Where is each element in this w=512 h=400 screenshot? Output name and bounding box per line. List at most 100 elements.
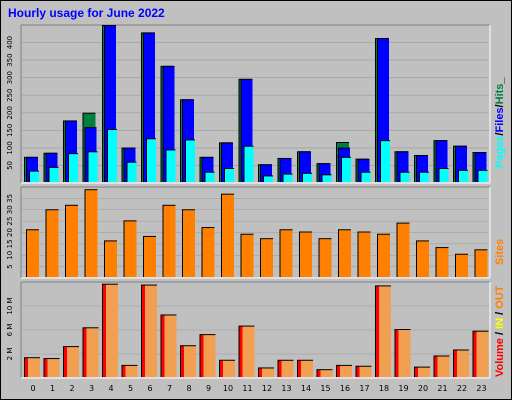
sites-panel-y-tick-label: 15 (6, 239, 14, 248)
sites-bar (222, 194, 234, 277)
hits-panel-y-tick-label: 300 (6, 71, 14, 84)
files-bar (417, 156, 428, 182)
volume-bar-edge (376, 286, 379, 377)
sites-bar (261, 239, 273, 277)
volume-bar (145, 285, 157, 377)
pages-bar (342, 157, 351, 182)
sites-bar (105, 241, 117, 277)
x-tick-label: 12 (262, 384, 272, 393)
sites-bar (319, 239, 332, 277)
volume-bar (184, 346, 196, 377)
x-tick-label: 20 (418, 384, 428, 393)
volume-bar (398, 330, 411, 377)
x-tick-label: 8 (186, 384, 191, 393)
volume-bar (125, 365, 138, 377)
volume-bar-edge (473, 331, 477, 377)
x-tick-label: 21 (437, 384, 447, 393)
volume-panel-legend-part: / (494, 329, 506, 338)
sites-bar (475, 250, 488, 277)
volume-bar-edge (200, 335, 204, 377)
volume-bar-edge (278, 360, 282, 377)
volume-bar (203, 335, 216, 377)
hits-panel-y-tick-label: 400 (6, 36, 14, 49)
sites-bar (378, 234, 390, 277)
volume-bar-edge (181, 346, 184, 377)
pages-bar (264, 176, 273, 182)
sites-bar (85, 190, 98, 277)
sites-bar (46, 210, 59, 277)
pages-bar (381, 141, 390, 182)
x-tick-label: 2 (69, 384, 74, 393)
pages-bar (88, 152, 98, 182)
pages-bar (30, 171, 39, 182)
volume-bar-edge (122, 365, 126, 377)
volume-panel-legend-part: IN (494, 318, 506, 329)
pages-bar (459, 170, 468, 182)
files-bar (222, 143, 233, 182)
volume-bar-edge (317, 370, 321, 377)
volume-bar (359, 366, 372, 377)
volume-bar (106, 284, 118, 377)
files-bar (456, 146, 467, 182)
volume-bar-edge (161, 315, 165, 377)
top-panel-legend: Pages/Files/Hits_ (494, 77, 506, 168)
pages-bar (439, 169, 449, 182)
pages-bar (127, 162, 137, 182)
sites-bar (241, 234, 254, 277)
volume-panel-y-tick-label: 2 M (6, 348, 14, 361)
pages-bar (322, 175, 332, 182)
top-panel-legend-part: Files (494, 107, 506, 132)
x-tick-label: 19 (398, 384, 408, 393)
volume-bar-edge (83, 328, 87, 377)
volume-bar-edge (220, 360, 223, 377)
volume-bar (301, 360, 313, 377)
volume-bar (418, 367, 430, 377)
pages-bar (303, 173, 312, 182)
files-bar (163, 66, 175, 182)
volume-bar-edge (103, 284, 106, 377)
files-bar (436, 141, 448, 182)
volume-panel-y-tick-label: 10 M (6, 297, 14, 314)
x-tick-label: 23 (476, 384, 486, 393)
sites-panel-y-tick-label: 10 (6, 251, 14, 260)
sites-panel-legend-part: Sites (494, 239, 506, 265)
top-panel-legend-part: _ (494, 77, 506, 85)
volume-panel-y-tick-label: 6 M (6, 324, 14, 337)
sites-panel-y-tick-label: 5 (6, 264, 14, 268)
x-tick-label: 16 (340, 384, 350, 393)
top-panel-legend-part: / (494, 133, 506, 136)
files-bar (144, 33, 155, 182)
x-tick-label: 3 (89, 384, 94, 393)
pages-bar (49, 167, 59, 182)
pages-bar (283, 174, 293, 182)
volume-bar (476, 331, 489, 377)
volume-bar-edge (25, 358, 28, 377)
chart-title: Hourly usage for June 2022 (8, 6, 165, 20)
volume-bar (67, 347, 79, 377)
volume-bar-edge (259, 368, 262, 377)
sites-bar (300, 232, 312, 277)
x-tick-label: 1 (50, 384, 55, 393)
pages-bar (225, 169, 234, 182)
files-bar (261, 165, 272, 182)
sites-bar (124, 221, 137, 277)
x-tick-label: 15 (320, 384, 330, 393)
sites-bar (280, 230, 293, 277)
pages-bar (478, 170, 488, 182)
sites-bar (183, 210, 195, 277)
sites-bar (144, 236, 156, 277)
volume-panel-legend-part: Volume (494, 338, 506, 377)
sites-bar (339, 230, 351, 277)
files-bar (378, 39, 389, 182)
volume-bar-edge (142, 285, 145, 377)
files-bar (241, 79, 253, 182)
hits-panel-y-tick-label: 350 (6, 53, 14, 66)
sites-panel-y-tick-label: 25 (6, 217, 14, 226)
volume-bar-edge (298, 360, 301, 377)
volume-bar (242, 326, 255, 377)
volume-bar (262, 368, 274, 377)
files-bar (397, 152, 409, 182)
volume-bar (223, 360, 235, 377)
volume-bar-edge (395, 330, 399, 377)
